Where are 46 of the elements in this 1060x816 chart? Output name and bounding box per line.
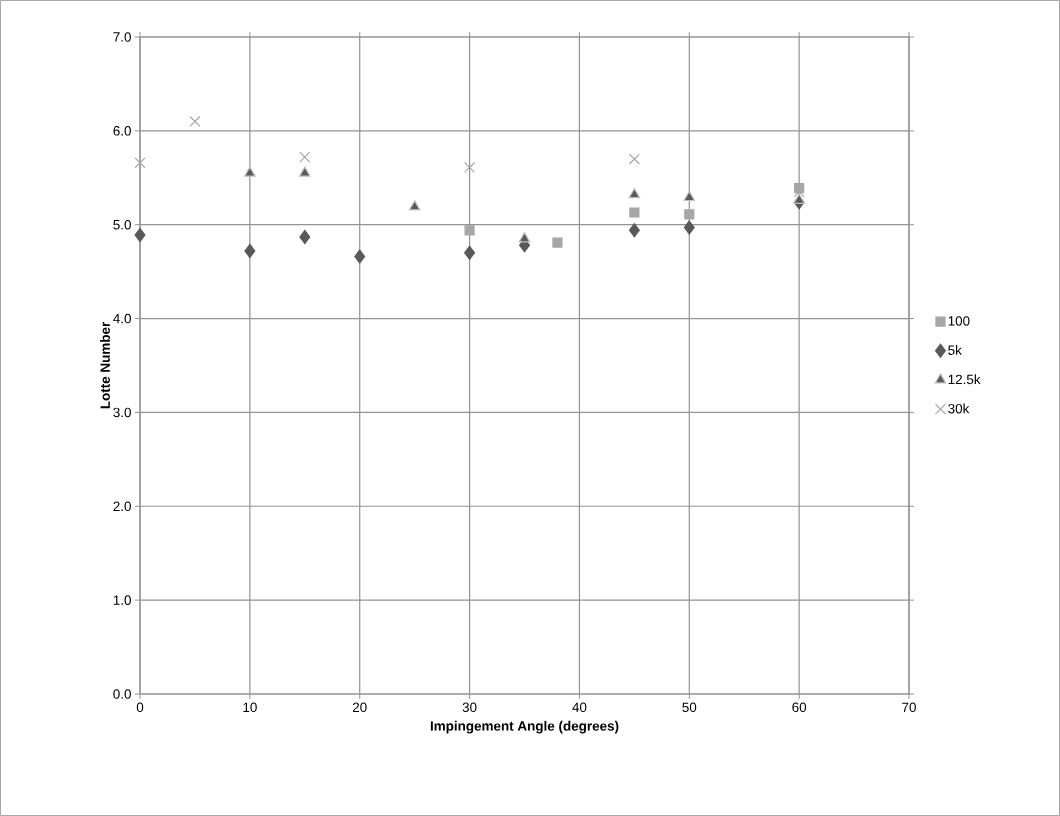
point [793, 186, 805, 198]
point [134, 157, 146, 169]
y-tick-label: 7.0 [113, 32, 131, 42]
point [244, 243, 256, 259]
point [354, 249, 366, 264]
point [684, 209, 695, 220]
point [134, 227, 146, 243]
legend-label: 12.5k [948, 374, 981, 385]
legend-label: 100 [948, 316, 970, 326]
point [464, 161, 476, 173]
y-tick-label: 3.0 [113, 407, 131, 418]
legend-label: 30k [948, 403, 970, 414]
x-tick-label: 10 [243, 702, 257, 713]
point [464, 225, 475, 236]
point [628, 153, 640, 165]
point [408, 200, 421, 211]
point [628, 188, 641, 199]
point [464, 245, 476, 260]
legend-label: 5k [948, 345, 962, 355]
y-axis-title: Lotte Number [100, 321, 110, 409]
y-tick-label: 1.0 [113, 595, 131, 605]
point [518, 232, 531, 243]
x-tick-label: 50 [682, 702, 697, 713]
y-tick-label: 6.0 [113, 126, 131, 136]
x-tick-label: 0 [136, 702, 144, 713]
point [552, 237, 563, 248]
x-tick-label: 70 [902, 702, 916, 713]
point [244, 166, 256, 177]
point [683, 190, 696, 202]
x-tick-label: 30 [462, 702, 477, 713]
x-tick-label: 60 [792, 702, 807, 713]
point [299, 151, 311, 163]
y-tick-label: 5.0 [113, 219, 131, 230]
y-tick-label: 4.0 [113, 313, 131, 324]
y-tick-label: 2.0 [113, 501, 131, 512]
x-axis-title: Impingement Angle (degrees) [430, 720, 619, 734]
point [299, 166, 311, 177]
point [628, 223, 640, 238]
point [189, 115, 201, 128]
x-tick-label: 20 [352, 702, 367, 713]
point [793, 193, 805, 204]
point [629, 207, 640, 218]
y-tick-label: 0.0 [113, 689, 131, 699]
x-tick-label: 40 [572, 702, 587, 713]
point [683, 220, 695, 235]
point [299, 229, 311, 244]
